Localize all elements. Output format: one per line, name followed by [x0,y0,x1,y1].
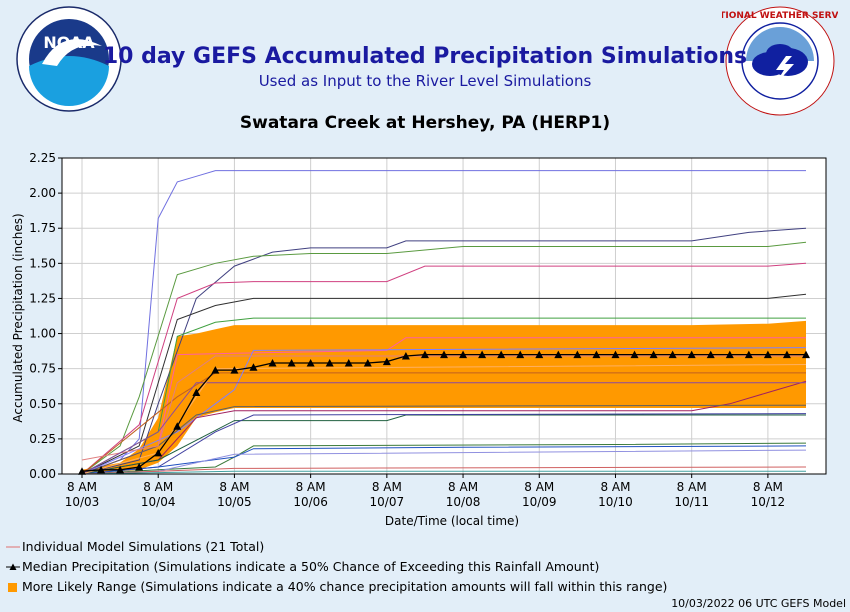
y-tick-label: 2.00 [29,186,56,200]
x-tick-label: 10/04 [141,495,176,509]
median-point [249,363,258,371]
median-point [135,462,144,471]
page-title: 10 day GEFS Accumulated Precipitation Si… [102,44,748,69]
median-point [535,350,544,359]
median-point [554,350,563,359]
noaa-logo: NOAA [16,6,122,112]
y-tick-label: 1.00 [29,327,56,341]
likely-range-band [82,320,806,473]
median-point [516,350,525,359]
simulation-line [81,380,807,475]
median-point [78,467,86,475]
median-point [344,359,353,367]
y-tick-label: 2.25 [29,151,56,165]
median-point [116,465,125,474]
x-tick-label: 10/09 [522,495,557,509]
simulation-line [81,293,807,475]
simulation-line [81,445,807,475]
median-point [763,350,772,359]
x-tick-label: 10/06 [293,495,328,509]
nws-logo: NATIONAL WEATHER SERVICE [722,6,838,116]
y-tick-label: 0.00 [29,467,56,481]
simulation-line [81,470,806,475]
y-tick-label: 0.25 [29,432,56,446]
nws-logo-text: NATIONAL WEATHER SERVICE [722,11,838,21]
median-point [382,357,391,366]
simulation-line [81,262,807,475]
median-point [97,465,106,474]
x-axis-label: Date/Time (local time) [385,514,519,528]
station-name: Swatara Creek at Hershey, PA (HERP1) [239,113,611,133]
median-point [420,350,429,359]
y-tick-label: 1.50 [29,256,56,270]
x-tick-label: 10/11 [674,495,709,509]
noaa-logo-text: NOAA [43,33,95,52]
y-axis-label: Accumulated Precipitation (inches) [11,213,25,422]
median-point [611,350,620,359]
plot-frame [61,157,827,475]
median-point [744,350,753,359]
page-subtitle: Used as Input to the River Level Simulat… [258,72,592,90]
y-tick-label: 1.75 [29,221,56,235]
x-tick-label: 8 AM [296,480,326,494]
legend-individual-label: Individual Model Simulations (21 Total) [22,539,265,554]
x-tick-label: 10/05 [217,495,252,509]
median-point [497,350,506,359]
x-tick-label: 8 AM [448,480,478,494]
x-tick-label: 8 AM [600,480,630,494]
x-tick-label: 8 AM [372,480,402,494]
simulation-line [81,364,807,475]
median-point [478,350,487,359]
x-tick-label: 10/08 [446,495,481,509]
median-point [230,366,239,374]
median-point [306,359,315,367]
legend-median-label: Median Precipitation (Simulations indica… [22,559,600,574]
median-point [573,350,582,359]
median-point [706,350,715,359]
simulation-line [81,382,806,475]
simulation-line [81,404,807,475]
x-tick-label: 8 AM [677,480,707,494]
x-tick-label: 8 AM [219,480,249,494]
model-run-footer: 10/03/2022 06 UTC GEFS Model [671,597,846,610]
x-tick-label: 8 AM [753,480,783,494]
median-point [802,350,810,359]
precip-chart: 0.00 0.25 0.50 0.75 1.00 1.25 1.50 1.75 2.00 2.25… [11,151,827,528]
median-point [782,350,791,359]
legend-range-label: More Likely Range (Simulations indicate … [22,579,668,594]
median-point [401,352,410,360]
median-point [459,350,468,359]
simulation-line [81,227,807,475]
median-point [668,350,677,359]
x-tick-label: 8 AM [143,480,173,494]
y-tick-label: 1.25 [29,291,56,305]
y-tick-label: 0.50 [29,397,56,411]
simulation-line [81,241,807,475]
y-tick-label: 0.75 [29,362,56,376]
median-point [363,359,372,367]
x-tick-label: 10/12 [751,495,786,509]
x-tick-label: 8 AM [524,480,554,494]
median-point [325,359,334,367]
median-point [649,350,658,359]
x-tick-label: 10/10 [598,495,633,509]
median-point [440,350,448,359]
x-tick-label: 8 AM [67,480,97,494]
simulation-line [81,347,807,475]
median-point [192,388,201,397]
median-point [287,359,296,367]
median-point [725,350,734,359]
median-point [211,366,220,374]
median-point [630,350,639,359]
simulation-line [81,372,806,475]
median-point [592,350,601,359]
median-point [173,422,182,430]
x-tick-label: 10/03 [65,495,100,509]
simulation-line [81,170,806,475]
median-point [687,350,696,359]
x-tick-label: 10/07 [370,495,405,509]
median-point [154,448,163,457]
median-point [268,359,277,367]
